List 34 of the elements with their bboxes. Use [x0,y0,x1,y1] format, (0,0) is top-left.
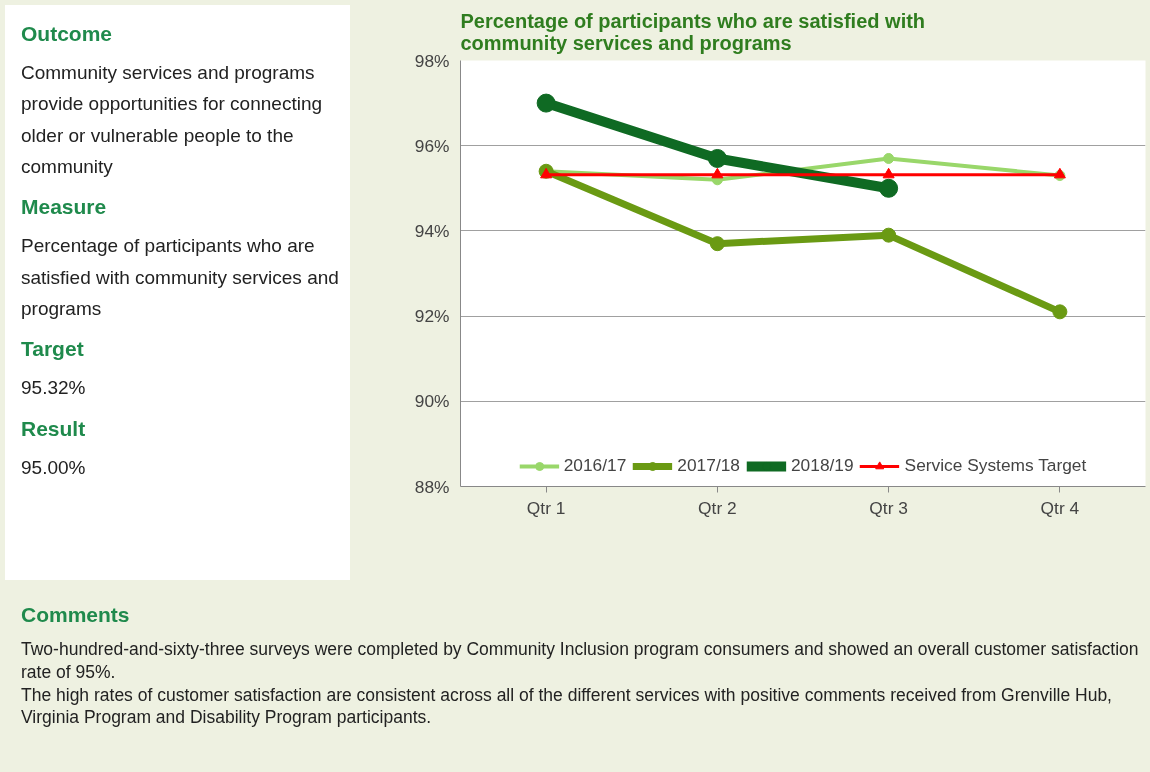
point [707,149,727,168]
point [881,227,897,243]
legend-label: 2017/18 [677,455,740,476]
text: 95.32% [21,376,87,401]
text: Target [21,336,85,363]
text: Measure [21,194,108,221]
text: Two-hundred-and-sixty-three surveys were completed by Community Inclusion program consumers and showed an overall customer satisfaction rate of 95%. The high rates of customer satisfaction are consistent across all of the different services with positive comments received from Grenville Hub, Virginia Program and Disability Program participants. [21,638,1140,729]
point [1052,304,1068,320]
x-tick-label: Qtr 2 [698,497,737,518]
text: Comments [21,602,131,628]
text: Community services and programs provide opportunities for connecting older or vulnerable people to the community [21,61,324,180]
x-tick-label: Qtr 4 [1040,497,1080,518]
y-tick-label: 94% [414,220,450,241]
text: Result [21,415,87,442]
y-tick-label: 88% [414,476,450,497]
point [709,236,725,252]
legend-label: Service Systems Target [904,455,1087,476]
y-tick-label: 98% [414,50,450,71]
point [883,152,895,164]
y-tick-label: 90% [414,391,450,412]
x-tick-label: Qtr 3 [869,497,908,518]
x-tick-label: Qtr 1 [526,497,566,518]
legend-label: 2016/17 [563,455,627,476]
point [882,167,895,179]
text: Percentage of participants who are satisfied with community services and programs [21,234,340,322]
legend-label: 2018/19 [790,455,854,476]
point [711,167,724,179]
point [536,93,556,113]
text: Outcome [21,21,113,47]
text: 95.00% [21,455,87,480]
point [879,178,899,198]
chart-title: Percentage of participants who are satisfied with community services and programs [460,9,926,54]
y-tick-label: 96% [414,135,450,156]
y-tick-label: 92% [414,306,450,327]
